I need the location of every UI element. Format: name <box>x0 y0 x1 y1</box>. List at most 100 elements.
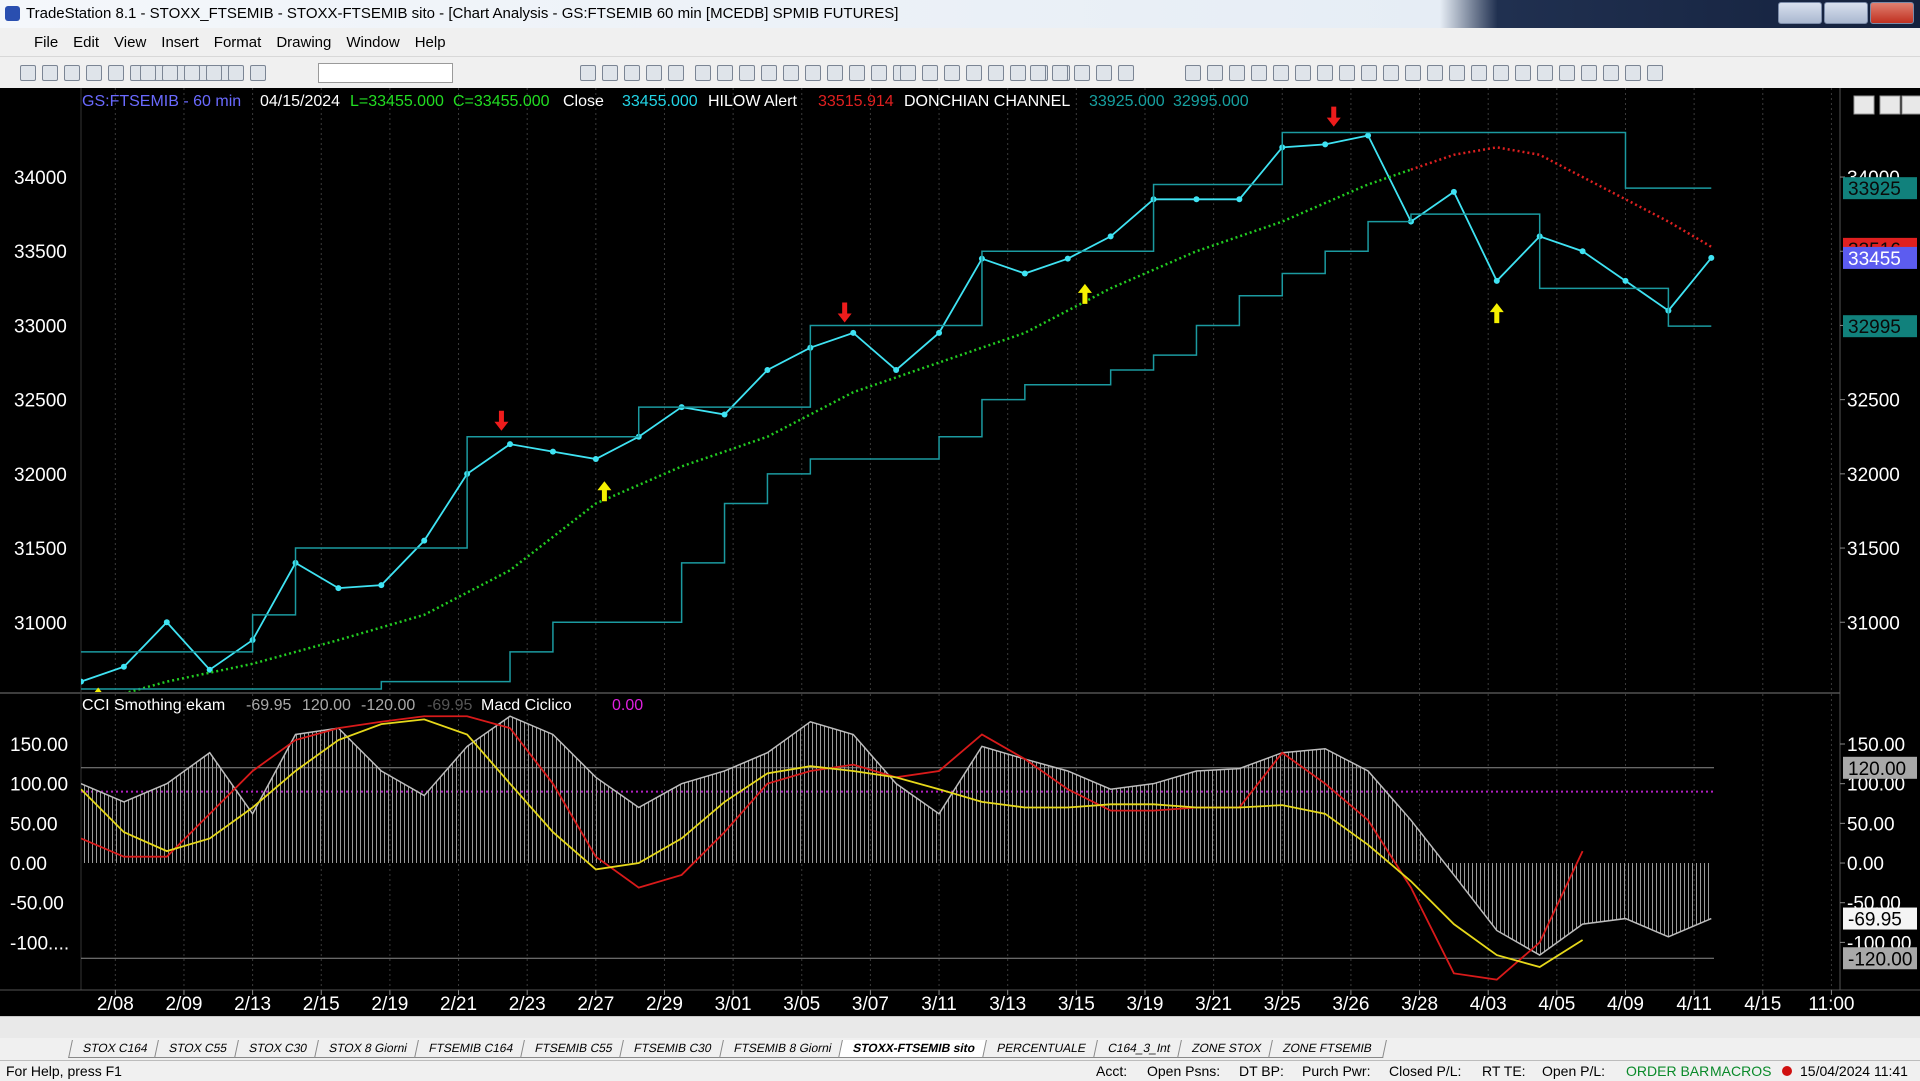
toolbar-button[interactable] <box>922 65 938 81</box>
maximize-button[interactable] <box>1824 2 1868 24</box>
menu-item[interactable]: View <box>114 33 147 51</box>
toolbar-button[interactable] <box>624 65 640 81</box>
toolbar-button[interactable] <box>1010 65 1026 81</box>
toolbar-button[interactable] <box>646 65 662 81</box>
workspace-tab[interactable]: STOX 8 Giorni <box>314 1040 422 1058</box>
chart-window-button[interactable] <box>1853 95 1875 115</box>
toolbar-button[interactable] <box>1471 65 1487 81</box>
toolbar-button[interactable] <box>695 65 711 81</box>
workspace-tab[interactable]: STOX C30 <box>234 1040 323 1058</box>
toolbar-button[interactable] <box>1647 65 1663 81</box>
toolbar-button[interactable] <box>228 65 244 81</box>
toolbar-button[interactable] <box>250 65 266 81</box>
chart-header: 04/15/2024 <box>260 93 340 110</box>
workspace-tab[interactable]: STOX C55 <box>154 1040 243 1058</box>
toolbar-button[interactable] <box>739 65 755 81</box>
menu-item[interactable]: Insert <box>161 33 199 51</box>
macros[interactable]: MACROS <box>1710 1063 1772 1079</box>
toolbar-button[interactable] <box>1096 65 1112 81</box>
price-point <box>1064 255 1071 262</box>
x-tick-label: 2/21 <box>440 994 477 1015</box>
toolbar-button[interactable] <box>1273 65 1289 81</box>
toolbar-button[interactable] <box>1493 65 1509 81</box>
toolbar-button[interactable] <box>966 65 982 81</box>
workspace-tab[interactable]: FTSEMIB C30 <box>619 1040 727 1058</box>
cci-line <box>81 715 1712 956</box>
menu-item[interactable]: Drawing <box>276 33 332 51</box>
minimize-button[interactable] <box>1778 2 1822 24</box>
toolbar-button[interactable] <box>1251 65 1267 81</box>
toolbar-button[interactable] <box>1427 65 1443 81</box>
toolbar-button[interactable] <box>717 65 733 81</box>
order-bar[interactable]: ORDER BAR <box>1626 1063 1710 1079</box>
y-tick-label: 0.00 <box>10 854 47 875</box>
toolbar-button[interactable] <box>1603 65 1619 81</box>
workspace-tab[interactable]: ZONE STOX <box>1176 1040 1276 1058</box>
workspace-tab[interactable]: FTSEMIB C164 <box>414 1040 528 1058</box>
toolbar-button[interactable] <box>761 65 777 81</box>
toolbar-button[interactable] <box>1207 65 1223 81</box>
chart-header: 33455.000 <box>622 93 698 110</box>
toolbar-button[interactable] <box>108 65 124 81</box>
toolbar-button[interactable] <box>1185 65 1201 81</box>
chart-window-button[interactable] <box>1901 95 1920 115</box>
toolbar-button[interactable] <box>805 65 821 81</box>
toolbar-button[interactable] <box>1052 65 1068 81</box>
x-tick-label: 4/15 <box>1744 994 1781 1015</box>
menu-item[interactable]: Window <box>346 33 400 51</box>
toolbar-button[interactable] <box>1625 65 1641 81</box>
toolbar-button[interactable] <box>900 65 916 81</box>
toolbar-button[interactable] <box>1074 65 1090 81</box>
toolbar-button[interactable] <box>1030 65 1046 81</box>
menu-item[interactable]: Format <box>213 33 262 51</box>
toolbar-button[interactable] <box>783 65 799 81</box>
close-button[interactable] <box>1870 2 1914 24</box>
toolbar-button[interactable] <box>1537 65 1553 81</box>
toolbar-button[interactable] <box>871 65 887 81</box>
toolbar-button[interactable] <box>1118 65 1134 81</box>
toolbar-button[interactable] <box>1515 65 1531 81</box>
toolbar-button[interactable] <box>1317 65 1333 81</box>
toolbar-button[interactable] <box>988 65 1004 81</box>
chart-window-button[interactable] <box>1879 95 1901 115</box>
toolbar-button[interactable] <box>1295 65 1311 81</box>
workspace-tab[interactable]: PERCENTUALE <box>981 1040 1101 1058</box>
toolbar-button[interactable] <box>1339 65 1355 81</box>
toolbar-button[interactable] <box>206 65 222 81</box>
horizontal-scrollbar[interactable] <box>0 1016 1920 1038</box>
toolbar-button[interactable] <box>1361 65 1377 81</box>
chart-header: GS:FTSEMIB - 60 min <box>82 93 241 110</box>
symbol-combo[interactable] <box>318 63 453 83</box>
y-tick-label: 31000 <box>14 613 67 634</box>
toolbar-button[interactable] <box>1449 65 1465 81</box>
menu-item[interactable]: Edit <box>73 33 100 51</box>
toolbar-button[interactable] <box>580 65 596 81</box>
toolbar-button[interactable] <box>140 65 156 81</box>
toolbar-button[interactable] <box>1383 65 1399 81</box>
workspace-tab[interactable]: FTSEMIB C55 <box>520 1040 628 1058</box>
toolbar-button[interactable] <box>1405 65 1421 81</box>
workspace-tab[interactable]: STOX C164 <box>68 1040 163 1058</box>
price-point <box>1021 270 1028 277</box>
workspace-tab[interactable]: C164_3_Int <box>1092 1040 1185 1058</box>
toolbar-button[interactable] <box>1581 65 1597 81</box>
toolbar-button[interactable] <box>944 65 960 81</box>
toolbar-button[interactable] <box>184 65 200 81</box>
toolbar-button[interactable] <box>1559 65 1575 81</box>
toolbar-button[interactable] <box>1229 65 1245 81</box>
toolbar-button[interactable] <box>42 65 58 81</box>
menu-item[interactable]: Help <box>414 33 446 51</box>
workspace-tab[interactable]: ZONE FTSEMIB <box>1267 1040 1387 1058</box>
menu-item[interactable]: File <box>34 33 59 51</box>
workspace-tab[interactable]: FTSEMIB 8 Giorni <box>718 1040 846 1058</box>
toolbar-button[interactable] <box>602 65 618 81</box>
toolbar-button[interactable] <box>827 65 843 81</box>
toolbar-button[interactable] <box>64 65 80 81</box>
workspace-tab[interactable]: STOXX-FTSEMIB sito <box>838 1040 990 1058</box>
toolbar-button[interactable] <box>86 65 102 81</box>
toolbar-button[interactable] <box>668 65 684 81</box>
x-tick-label: 2/27 <box>577 994 614 1015</box>
toolbar-button[interactable] <box>849 65 865 81</box>
toolbar-button[interactable] <box>20 65 36 81</box>
toolbar-button[interactable] <box>162 65 178 81</box>
